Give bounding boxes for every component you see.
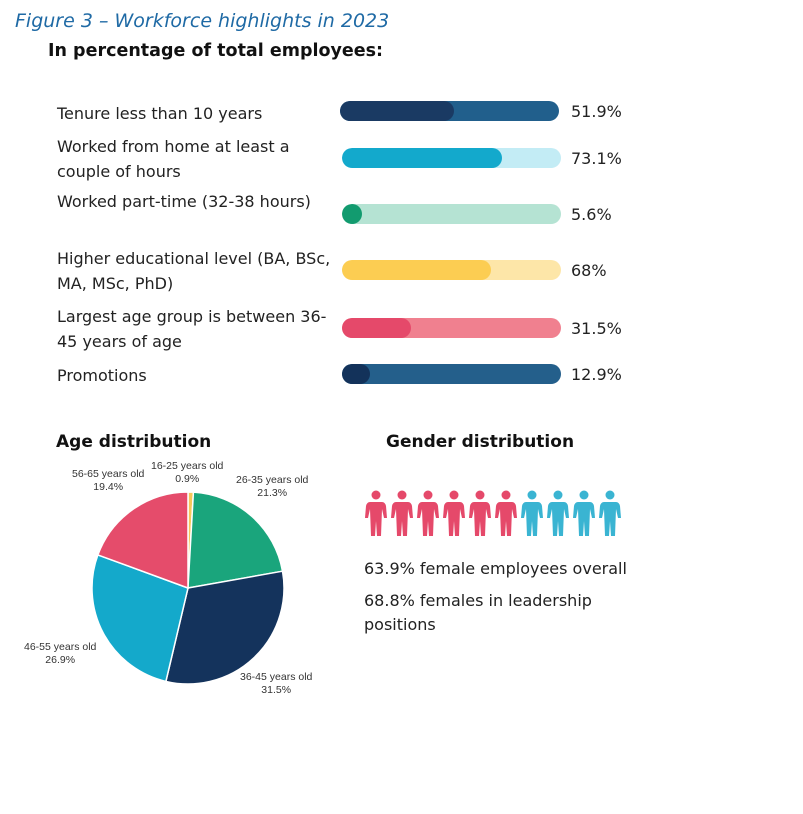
bar-label: Promotions [57, 366, 147, 385]
female-person-icon [495, 490, 517, 536]
bar-value: 12.9% [571, 365, 622, 384]
bar-fill [340, 101, 454, 121]
pie-label-26-35: 26-35 years old 21.3% [236, 474, 309, 499]
male-person-icon [547, 490, 569, 536]
pie-label-46-55: 46-55 years old 26.9% [24, 641, 97, 666]
female-overall-stat: 63.9% female employees overall [364, 559, 627, 578]
male-person-icon [573, 490, 595, 536]
female-person-icon [365, 490, 387, 536]
pie-slice [164, 570, 285, 685]
bar-label: Worked from home at least a couple of ho… [57, 137, 290, 181]
bar-fill [342, 364, 370, 384]
male-person-icon [599, 490, 621, 536]
bar-label: Worked part-time (32-38 hours) [57, 192, 311, 211]
pie-slice [187, 491, 284, 589]
female-person-icon [417, 490, 439, 536]
male-person-icon [521, 490, 543, 536]
chart-subtitle: In percentage of total employees: [48, 41, 384, 61]
bar-fill [342, 318, 411, 338]
bar-track [342, 148, 561, 168]
bar-value: 5.6% [571, 205, 612, 224]
bar-value: 31.5% [571, 319, 622, 338]
bar-value: 51.9% [571, 102, 622, 121]
bar-track [342, 204, 561, 224]
female-person-icon [391, 490, 413, 536]
female-person-icon [443, 490, 465, 536]
pie-label-16-25: 16-25 years old 0.9% [151, 460, 224, 485]
bar-label: Largest age group is between 36-45 years… [57, 307, 327, 351]
pie-label-36-45: 36-45 years old 31.5% [240, 671, 313, 696]
figure-title: Figure 3 – Workforce highlights in 2023 [15, 10, 390, 32]
age-distribution-title: Age distribution [56, 432, 212, 452]
bar-fill [342, 260, 491, 280]
female-person-icon [469, 490, 491, 536]
gender-people-icons [365, 490, 621, 536]
bar-track [342, 260, 561, 280]
pie-slice [96, 491, 189, 590]
female-leadership-stat: 68.8% females in leadership positions [364, 591, 592, 634]
gender-distribution-title: Gender distribution [386, 432, 575, 452]
bar-label: Tenure less than 10 years [57, 104, 263, 123]
pie-slice [91, 553, 189, 683]
bar-track [342, 318, 561, 338]
bar-fill [342, 204, 362, 224]
bar-value: 73.1% [571, 149, 622, 168]
bar-value: 68% [571, 261, 607, 280]
pie-label-56-65: 56-65 years old 19.4% [72, 468, 145, 493]
bar-track [342, 364, 561, 384]
bar-track [340, 101, 559, 121]
bar-label: Higher educational level (BA, BSc, MA, M… [57, 249, 331, 293]
bar-fill [342, 148, 502, 168]
